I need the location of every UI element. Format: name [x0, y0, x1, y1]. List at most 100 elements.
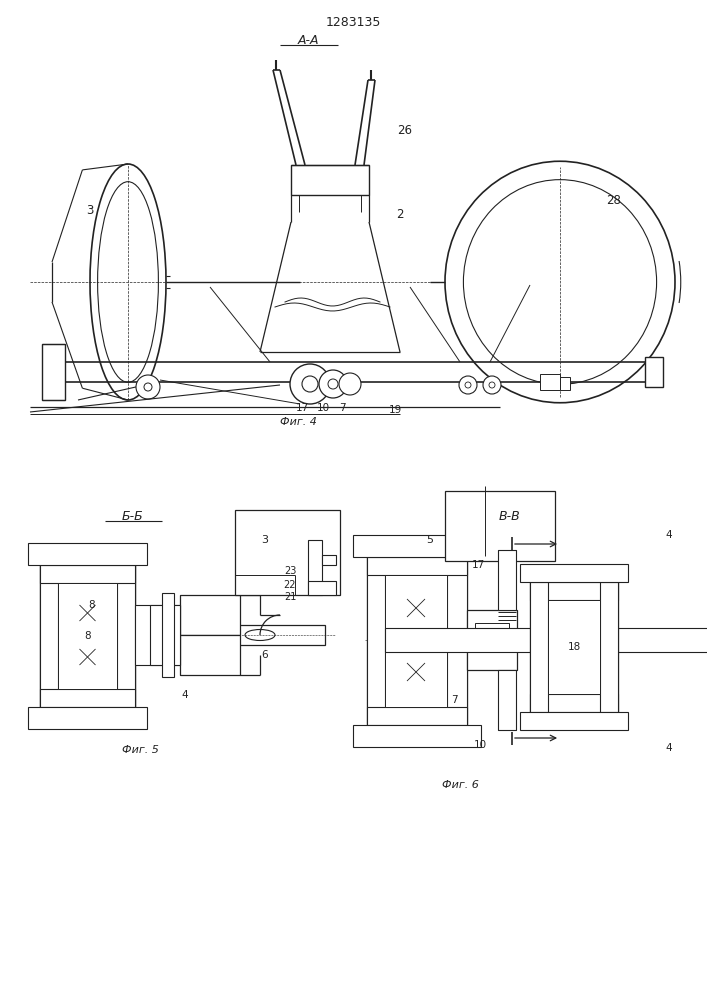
Bar	[447, 557, 467, 725]
Bar	[180, 635, 240, 675]
Bar	[498, 550, 516, 610]
Bar	[308, 540, 322, 595]
Text: 23: 23	[284, 566, 296, 576]
Bar	[530, 694, 618, 712]
Text: 4: 4	[666, 743, 672, 753]
Bar	[385, 628, 707, 652]
Bar	[40, 565, 135, 583]
Text: 6: 6	[262, 650, 269, 660]
Bar	[530, 582, 618, 600]
Text: 26: 26	[397, 123, 412, 136]
Circle shape	[319, 370, 347, 398]
Ellipse shape	[98, 182, 158, 382]
Bar	[367, 557, 467, 575]
Bar	[645, 357, 663, 387]
Circle shape	[489, 382, 495, 388]
Bar	[135, 605, 180, 665]
Bar	[40, 689, 135, 707]
Bar	[353, 725, 481, 747]
Ellipse shape	[245, 630, 275, 641]
Text: А-А: А-А	[297, 33, 319, 46]
Circle shape	[144, 383, 152, 391]
Bar	[308, 581, 336, 595]
Ellipse shape	[445, 161, 675, 403]
Text: 2: 2	[396, 209, 404, 222]
Circle shape	[459, 376, 477, 394]
Text: 1283135: 1283135	[325, 15, 380, 28]
Text: Б-Б: Б-Б	[122, 510, 144, 522]
Circle shape	[302, 376, 318, 392]
Bar	[548, 600, 600, 694]
Bar	[367, 557, 385, 725]
Bar	[498, 670, 516, 730]
Bar	[530, 582, 618, 600]
Bar	[367, 707, 467, 725]
Bar	[520, 712, 628, 730]
Bar	[117, 565, 135, 707]
Bar	[40, 565, 58, 707]
Polygon shape	[560, 377, 570, 390]
Bar	[467, 610, 517, 670]
Bar	[180, 595, 240, 635]
Text: Фиг. 5: Фиг. 5	[122, 745, 158, 755]
Text: 7: 7	[339, 403, 345, 413]
Bar	[291, 165, 369, 195]
Bar	[475, 623, 509, 647]
Text: 8: 8	[88, 600, 95, 610]
Bar	[467, 610, 517, 670]
Bar	[367, 707, 467, 725]
Text: 4: 4	[666, 530, 672, 540]
Bar	[530, 582, 548, 712]
Bar	[530, 694, 618, 712]
Bar	[447, 557, 467, 725]
Circle shape	[483, 376, 501, 394]
Bar	[322, 555, 336, 565]
Bar	[40, 565, 135, 707]
Bar	[58, 583, 117, 689]
Text: 3: 3	[262, 535, 269, 545]
Bar	[150, 605, 180, 665]
Bar	[445, 491, 555, 561]
Bar	[42, 344, 65, 400]
Circle shape	[339, 373, 361, 395]
Text: Фиг. 6: Фиг. 6	[442, 780, 479, 790]
Bar	[180, 595, 240, 635]
Bar	[135, 605, 180, 665]
Bar	[600, 582, 618, 712]
Bar	[367, 557, 385, 725]
Ellipse shape	[90, 164, 166, 400]
Circle shape	[136, 375, 160, 399]
Bar	[530, 582, 548, 712]
Bar	[40, 565, 135, 583]
Bar	[600, 582, 618, 712]
Text: 28: 28	[607, 194, 621, 207]
Bar	[162, 593, 174, 677]
Text: В-В: В-В	[499, 510, 521, 522]
Bar	[28, 543, 147, 565]
Bar	[150, 605, 180, 665]
Bar	[530, 582, 618, 712]
Bar	[180, 625, 325, 645]
Bar	[40, 565, 58, 707]
Bar	[353, 535, 481, 557]
Text: 3: 3	[86, 204, 94, 217]
Text: Фиг. 4: Фиг. 4	[279, 417, 317, 427]
Bar	[520, 564, 628, 582]
Circle shape	[328, 379, 338, 389]
Bar	[367, 557, 467, 575]
Ellipse shape	[463, 180, 657, 384]
Bar	[367, 557, 467, 725]
Text: 17: 17	[472, 560, 484, 570]
Text: 10: 10	[474, 740, 486, 750]
Bar	[385, 575, 447, 707]
Circle shape	[465, 382, 471, 388]
Circle shape	[290, 364, 330, 404]
Bar	[180, 635, 240, 675]
Text: 22: 22	[284, 580, 296, 590]
Text: 5: 5	[426, 535, 433, 545]
Text: 19: 19	[388, 405, 402, 415]
Bar	[540, 374, 560, 390]
Text: 21: 21	[284, 592, 296, 602]
Text: 4: 4	[182, 690, 188, 700]
Bar	[498, 670, 516, 730]
